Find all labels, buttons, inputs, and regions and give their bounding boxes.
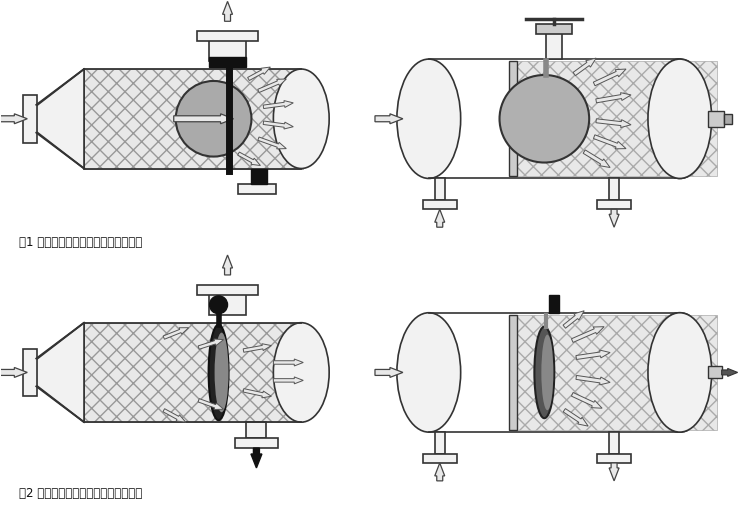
Ellipse shape bbox=[273, 69, 329, 169]
Bar bbox=[84, 69, 303, 169]
Bar bbox=[723, 114, 732, 124]
Bar bbox=[510, 315, 517, 430]
Bar bbox=[23, 95, 37, 143]
Ellipse shape bbox=[648, 313, 712, 432]
FancyArrow shape bbox=[563, 408, 588, 426]
Bar bbox=[517, 61, 717, 177]
FancyArrow shape bbox=[243, 344, 272, 352]
Bar bbox=[252, 169, 267, 185]
Ellipse shape bbox=[397, 313, 461, 432]
Bar bbox=[197, 285, 258, 295]
Ellipse shape bbox=[273, 323, 329, 422]
FancyArrow shape bbox=[257, 137, 286, 149]
Bar bbox=[708, 367, 722, 378]
FancyArrow shape bbox=[375, 114, 403, 124]
FancyArrow shape bbox=[596, 93, 631, 103]
FancyArrow shape bbox=[251, 448, 262, 468]
Bar bbox=[517, 315, 717, 430]
Bar bbox=[423, 200, 456, 209]
FancyArrow shape bbox=[243, 389, 272, 398]
Ellipse shape bbox=[534, 327, 554, 418]
Ellipse shape bbox=[648, 59, 712, 178]
Bar bbox=[209, 57, 246, 67]
FancyArrow shape bbox=[223, 255, 232, 275]
Bar bbox=[536, 24, 572, 34]
FancyArrow shape bbox=[596, 119, 631, 127]
Bar bbox=[84, 323, 303, 422]
FancyArrow shape bbox=[0, 368, 27, 377]
FancyArrow shape bbox=[594, 69, 626, 86]
FancyArrow shape bbox=[576, 350, 610, 360]
Text: 图1 正常过滤状态（水流导向阀开启）: 图1 正常过滤状态（水流导向阀开启） bbox=[19, 236, 142, 249]
FancyArrow shape bbox=[198, 339, 223, 349]
FancyArrow shape bbox=[375, 368, 403, 377]
FancyArrow shape bbox=[722, 369, 738, 377]
FancyArrow shape bbox=[248, 67, 270, 80]
FancyArrow shape bbox=[571, 327, 604, 342]
FancyArrow shape bbox=[273, 377, 303, 384]
Text: 图2 反洗排污状态（水流导向阀关闭）: 图2 反洗排污状态（水流导向阀关闭） bbox=[19, 487, 142, 500]
FancyArrow shape bbox=[0, 114, 27, 124]
FancyArrow shape bbox=[571, 393, 602, 408]
FancyArrow shape bbox=[576, 376, 610, 385]
Bar bbox=[246, 422, 266, 438]
Bar bbox=[435, 432, 444, 454]
Ellipse shape bbox=[176, 81, 252, 157]
Ellipse shape bbox=[397, 59, 461, 178]
Bar bbox=[510, 61, 517, 177]
Ellipse shape bbox=[209, 296, 228, 314]
FancyArrow shape bbox=[435, 463, 444, 481]
FancyArrow shape bbox=[263, 121, 293, 129]
FancyArrow shape bbox=[237, 152, 260, 166]
FancyArrow shape bbox=[163, 327, 188, 339]
Bar bbox=[197, 31, 258, 41]
Bar bbox=[423, 454, 456, 463]
FancyArrow shape bbox=[609, 209, 619, 227]
Ellipse shape bbox=[214, 333, 229, 412]
FancyArrow shape bbox=[163, 409, 186, 422]
Polygon shape bbox=[36, 69, 84, 169]
FancyArrow shape bbox=[609, 463, 619, 481]
Ellipse shape bbox=[209, 325, 229, 420]
FancyArrow shape bbox=[273, 359, 303, 366]
Bar bbox=[609, 432, 619, 454]
FancyArrow shape bbox=[174, 114, 234, 124]
FancyArrow shape bbox=[435, 209, 444, 227]
FancyArrow shape bbox=[198, 399, 223, 409]
FancyArrow shape bbox=[583, 150, 610, 168]
Bar bbox=[549, 295, 559, 313]
FancyArrow shape bbox=[573, 58, 596, 76]
Ellipse shape bbox=[542, 335, 554, 410]
Bar bbox=[234, 438, 278, 448]
FancyArrow shape bbox=[563, 311, 584, 328]
Bar bbox=[609, 178, 619, 200]
Ellipse shape bbox=[499, 75, 589, 162]
Bar bbox=[597, 200, 631, 209]
Bar bbox=[23, 349, 37, 396]
FancyArrow shape bbox=[223, 2, 232, 21]
Bar bbox=[238, 185, 276, 194]
FancyArrow shape bbox=[257, 79, 286, 93]
Bar bbox=[597, 454, 631, 463]
FancyArrow shape bbox=[594, 135, 626, 149]
Bar bbox=[209, 39, 246, 61]
FancyArrow shape bbox=[263, 101, 293, 108]
Bar bbox=[435, 178, 444, 200]
Ellipse shape bbox=[648, 313, 712, 432]
Bar bbox=[546, 31, 562, 59]
Ellipse shape bbox=[648, 59, 712, 178]
Polygon shape bbox=[36, 323, 84, 422]
Bar bbox=[708, 111, 723, 127]
Bar bbox=[209, 293, 246, 315]
